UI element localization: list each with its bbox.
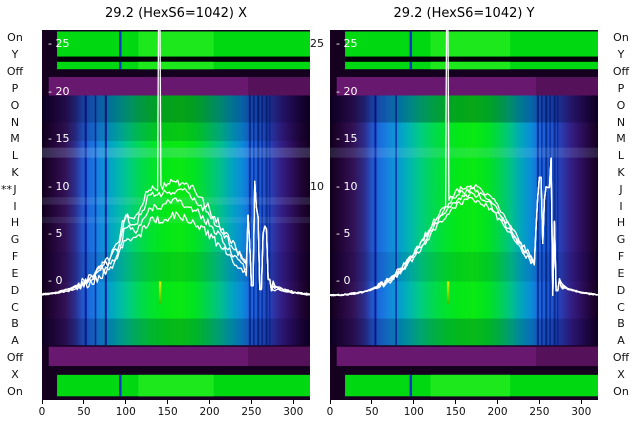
x-tick-mark [83, 400, 85, 404]
panel-title-x: 29.2 (HexS6=1042) X [105, 6, 247, 21]
row-label: On [613, 384, 629, 398]
row-label: K [11, 165, 19, 179]
row-label: M [10, 132, 20, 146]
heatmap-panel-x [42, 30, 310, 400]
y-tick-label: - 5 [48, 226, 63, 240]
row-label: L [617, 149, 625, 163]
row-label: M [616, 132, 626, 146]
x-tick-label: 200 [199, 406, 220, 418]
row-label: G [616, 233, 626, 247]
x-tick-label: 250 [529, 406, 550, 418]
y-tick-label: - 20 [336, 84, 358, 98]
row-label: N [616, 115, 626, 129]
y-tick-label: - 20 [48, 84, 70, 98]
x-tick-mark [250, 400, 252, 404]
row-label: P [11, 81, 19, 95]
row-label: C [617, 300, 625, 314]
x-tick-label: 300 [283, 406, 304, 418]
x-tick-label: 0 [326, 406, 334, 418]
y-tick-label: - 15 [48, 132, 70, 146]
row-label: P [617, 81, 625, 95]
row-label: I [13, 199, 17, 213]
panel-title-y: 29.2 (HexS6=1042) Y [393, 6, 535, 21]
row-label: Y [617, 48, 625, 62]
row-label: Off [6, 65, 24, 79]
row-label: F [11, 250, 19, 264]
row-label: B [617, 317, 625, 331]
x-tick-mark [371, 400, 373, 404]
x-tick-mark [292, 400, 294, 404]
row-label: C [11, 300, 19, 314]
x-tick-mark [538, 400, 540, 404]
row-label: X [11, 367, 19, 381]
x-tick-mark [167, 400, 169, 404]
row-label: A [617, 334, 625, 348]
x-tick-label: 300 [571, 406, 592, 418]
row-label: A [11, 334, 19, 348]
x-tick-mark [41, 400, 43, 404]
x-tick-mark [329, 400, 331, 404]
x-tick-label: 250 [241, 406, 262, 418]
row-label: X [617, 367, 625, 381]
row-label: L [11, 149, 19, 163]
x-tick-mark [413, 400, 415, 404]
y-tick-label: - 5 [336, 226, 351, 240]
x-tick-label: 50 [365, 406, 379, 418]
x-tick-label: 150 [445, 406, 466, 418]
row-label: J [13, 182, 17, 196]
row-label: Off [6, 350, 24, 364]
x-tick-label: 0 [38, 406, 46, 418]
y-tick-label: - 10 [336, 179, 358, 193]
row-label: Off [612, 350, 630, 364]
y-tick-label: - 15 [336, 132, 358, 146]
row-label: D [616, 283, 626, 297]
y-tick-label: - 0 [336, 274, 351, 288]
gap-tick-label: 10 [310, 179, 324, 193]
row-label: Y [11, 48, 19, 62]
y-tick-label: - 25 [48, 37, 70, 51]
row-label: D [10, 283, 20, 297]
row-label: O [10, 98, 20, 112]
x-tick-mark [497, 400, 498, 404]
row-label: K [617, 165, 625, 179]
x-tick-label: 50 [77, 406, 91, 418]
row-label: N [10, 115, 20, 129]
row-label: H [616, 216, 626, 230]
row-label: B [11, 317, 19, 331]
x-tick-mark [580, 400, 582, 404]
row-label: O [616, 98, 626, 112]
row-label: I [619, 199, 623, 213]
y-tick-label: - 0 [48, 274, 63, 288]
row-marker: ** [1, 182, 12, 196]
x-tick-mark [125, 400, 127, 404]
x-tick-mark [455, 400, 457, 404]
row-label: H [10, 216, 20, 230]
row-label: F [617, 250, 625, 264]
row-label: On [613, 31, 629, 45]
row-label: E [11, 266, 19, 280]
x-tick-label: 100 [115, 406, 136, 418]
x-tick-label: 150 [157, 406, 178, 418]
x-tick-mark [209, 400, 210, 404]
y-tick-label: - 10 [48, 179, 70, 193]
row-label: J [619, 182, 623, 196]
heatmap-panel-y [330, 30, 598, 400]
x-tick-label: 100 [403, 406, 424, 418]
row-label: On [7, 31, 23, 45]
y-tick-label: - 25 [336, 37, 358, 51]
row-label: On [7, 384, 23, 398]
row-label: E [617, 266, 625, 280]
row-label: Off [612, 65, 630, 79]
gap-tick-label: 25 [310, 37, 324, 51]
x-tick-label: 200 [487, 406, 508, 418]
row-label: G [10, 233, 20, 247]
